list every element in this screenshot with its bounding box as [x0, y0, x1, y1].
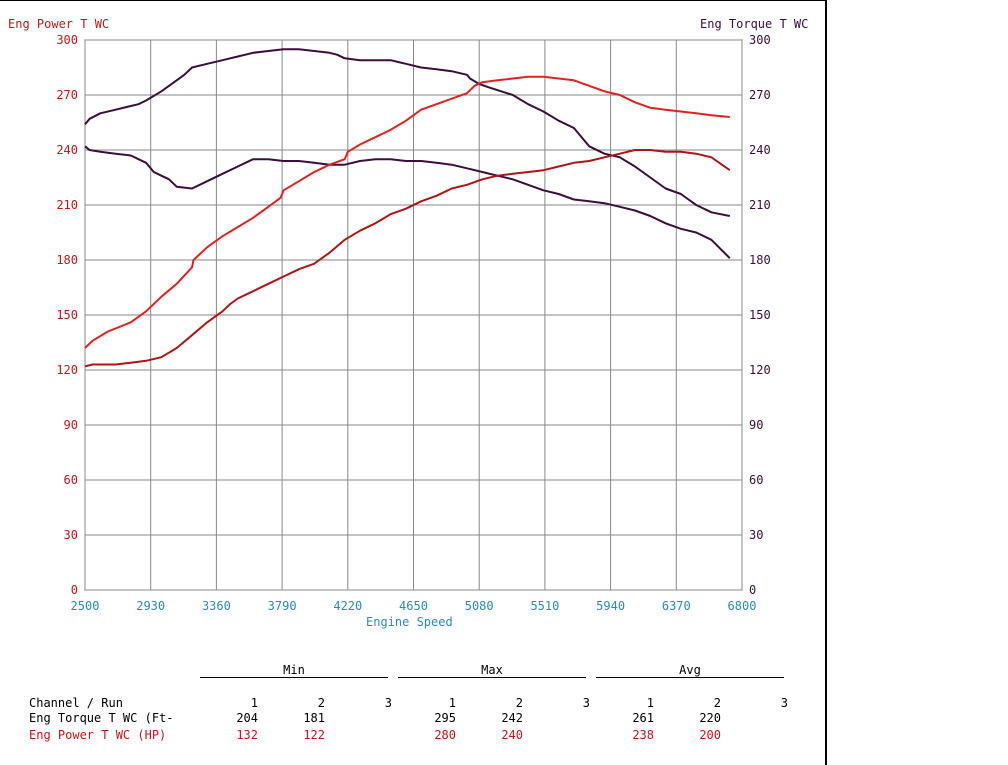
right-axis-title: Eng Torque T WC — [700, 17, 809, 31]
right-y-tick-label: 30 — [749, 528, 763, 542]
right-y-tick-label: 150 — [749, 308, 771, 322]
x-tick-label: 6800 — [728, 599, 757, 613]
torque-stat-value: 220 — [699, 711, 721, 725]
right-y-tick-label: 180 — [749, 253, 771, 267]
right-y-tick-label: 0 — [749, 583, 756, 597]
right-y-tick-label: 120 — [749, 363, 771, 377]
torque-stat-value: 261 — [632, 711, 654, 725]
x-tick-label: 4650 — [399, 599, 428, 613]
left-y-tick-label: 30 — [64, 528, 78, 542]
run-number: 1 — [250, 696, 258, 710]
power-stat-value: 238 — [632, 728, 654, 742]
power-row-label: Eng Power T WC (HP) — [29, 728, 167, 742]
max-header: Max — [481, 663, 503, 677]
left-y-tick-label: 180 — [56, 253, 78, 267]
left-y-tick-label: 300 — [56, 33, 78, 47]
dyno-chart: 2500 2930 3360 3790 4220 4650 5080 5510 5940 6370… — [56, 33, 771, 613]
run-number: 2 — [713, 696, 721, 710]
x-tick-label: 5510 — [530, 599, 559, 613]
run-number: 3 — [582, 696, 590, 710]
power-stat-value: 132 — [236, 728, 258, 742]
left-y-tick-label: 90 — [64, 418, 78, 432]
avg-rule — [596, 677, 784, 678]
torque-stat-value: 295 — [434, 711, 456, 725]
left-y-tick-label: 120 — [56, 363, 78, 377]
run-number: 2 — [317, 696, 325, 710]
x-tick-label: 3790 — [268, 599, 297, 613]
min-rule — [200, 677, 388, 678]
run-number: 1 — [646, 696, 654, 710]
top-frame-line — [0, 0, 826, 1]
torque-stat-value: 181 — [303, 711, 325, 725]
left-axis-title: Eng Power T WC — [8, 17, 110, 31]
x-tick-label: 3360 — [202, 599, 231, 613]
min-header: Min — [283, 663, 305, 677]
series-line-1 — [84, 48, 730, 217]
left-y-tick-label: 0 — [71, 583, 78, 597]
right-y-tick-label: 270 — [749, 88, 771, 102]
run-number: 1 — [448, 696, 456, 710]
right-y-tick-label: 240 — [749, 143, 771, 157]
torque-stat-value: 204 — [236, 711, 258, 725]
run-number: 2 — [515, 696, 523, 710]
run-number: 3 — [780, 696, 788, 710]
power-stat-value: 122 — [303, 728, 325, 742]
x-tick-label: 5080 — [465, 599, 494, 613]
x-tick-label: 6370 — [662, 599, 691, 613]
power-stat-value: 280 — [434, 728, 456, 742]
left-y-tick-label: 150 — [56, 308, 78, 322]
x-tick-label: 2930 — [136, 599, 165, 613]
right-y-tick-label: 300 — [749, 33, 771, 47]
torque-stat-value: 242 — [501, 711, 523, 725]
right-y-tick-label: 210 — [749, 198, 771, 212]
left-y-tick-label: 60 — [64, 473, 78, 487]
x-tick-label: 2500 — [71, 599, 100, 613]
series-line-2 — [84, 145, 731, 259]
left-y-tick-label: 240 — [56, 143, 78, 157]
x-axis-title: Engine Speed — [366, 615, 453, 629]
left-y-tick-label: 270 — [56, 88, 78, 102]
series-line-3 — [84, 75, 730, 349]
power-stat-value: 200 — [699, 728, 721, 742]
left-y-tick-label: 210 — [56, 198, 78, 212]
x-tick-label: 4220 — [333, 599, 362, 613]
right-y-tick-label: 60 — [749, 473, 763, 487]
avg-header: Avg — [679, 663, 701, 677]
right-frame-line — [825, 0, 827, 765]
power-stat-value: 240 — [501, 728, 523, 742]
series-line-4 — [84, 149, 731, 368]
channel-run-header: Channel / Run — [29, 696, 123, 710]
run-number: 3 — [384, 696, 392, 710]
right-y-tick-label: 90 — [749, 418, 763, 432]
max-rule — [398, 677, 586, 678]
torque-row-label: Eng Torque T WC (Ft- — [29, 711, 174, 725]
x-tick-label: 5940 — [596, 599, 625, 613]
